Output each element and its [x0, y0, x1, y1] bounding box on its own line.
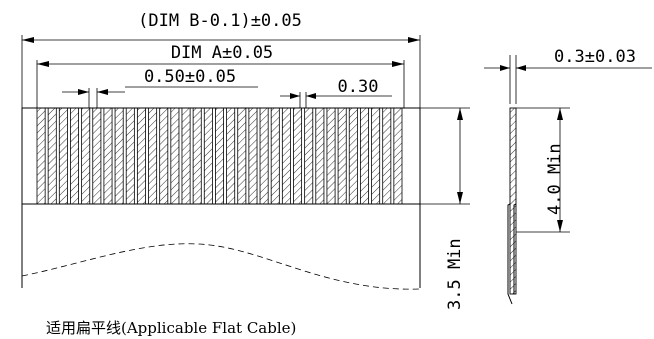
conductor-finger: [47, 107, 57, 205]
conductor-finger: [315, 107, 325, 205]
pitch-dimension: 0.50±0.05: [62, 67, 258, 108]
thickness-label: 0.3±0.03: [554, 47, 636, 67]
conductor-finger: [170, 107, 180, 205]
length-a-label: 4.0 Min: [545, 143, 565, 215]
conductor-finger: [215, 107, 224, 205]
conductor-finger: [81, 107, 91, 205]
conductor-finger: [103, 107, 113, 205]
conductor-finger: [304, 107, 314, 205]
dim-a-dimension: DIM A±0.05: [36, 43, 405, 108]
flat-cable-front: [21, 107, 421, 290]
conductor-finger: [326, 107, 336, 205]
conductor-finger: [159, 107, 169, 205]
conductor-finger: [248, 107, 258, 205]
conductor-finger: [270, 107, 280, 205]
dim-b-label: (DIM B-0.1)±0.05: [138, 11, 302, 31]
caption: 适用扁平线(Applicable Flat Cable): [46, 319, 296, 337]
width-label: 0.30: [338, 77, 379, 97]
conductor-finger: [371, 107, 381, 205]
conductor-finger: [92, 107, 102, 205]
conductor-finger: [237, 107, 247, 205]
conductor-finger: [114, 107, 124, 205]
conductor-finger: [259, 107, 269, 205]
conductor-finger: [70, 107, 79, 205]
pitch-label: 0.50±0.05: [144, 67, 236, 87]
conductor-finger: [226, 107, 236, 205]
width-dimension: 0.30: [280, 77, 392, 108]
conductor-finger: [136, 107, 146, 205]
conductor-finger: [348, 107, 358, 205]
conductor-finger: [359, 107, 369, 205]
conductor-fingers: [36, 107, 403, 205]
conductor-finger: [181, 107, 191, 205]
conductor-finger: [125, 107, 135, 205]
conductor-finger: [36, 107, 46, 205]
conductor-finger: [192, 107, 202, 205]
conductor-finger: [281, 107, 291, 205]
conductor-finger: [382, 107, 392, 205]
dim-b-dimension: (DIM B-0.1)±0.05: [21, 11, 421, 108]
dim-a-label: DIM A±0.05: [171, 43, 273, 63]
conductor-finger: [293, 107, 303, 205]
conductor-finger: [393, 107, 403, 205]
conductor-finger: [58, 107, 68, 205]
side-view: 0.3±0.03 4.0 Min: [484, 47, 652, 305]
length-b-label: 3.5 Min: [445, 238, 465, 310]
conductor-finger: [337, 107, 347, 205]
conductor-finger: [203, 107, 213, 205]
conductor-finger: [148, 107, 158, 205]
length-b-dimension: 3.5 Min: [420, 107, 470, 310]
